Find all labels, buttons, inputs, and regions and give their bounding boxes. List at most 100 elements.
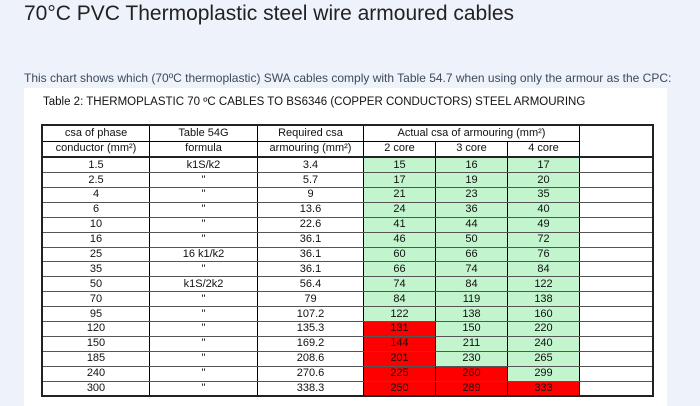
phase-csa-cell: 150 bbox=[41, 335, 150, 352]
required-csa-cell: 270.6 bbox=[257, 365, 364, 382]
phase-csa-cell: 16 bbox=[41, 231, 150, 248]
blank-cell bbox=[579, 365, 654, 382]
formula-cell: " bbox=[149, 261, 258, 278]
armour-csa-cell: 150 bbox=[435, 320, 508, 337]
armour-csa-cell: 84 bbox=[507, 261, 580, 278]
formula-cell: 16 k1/k2 bbox=[149, 246, 258, 263]
phase-csa-cell: 185 bbox=[41, 350, 150, 367]
phase-csa-cell: 240 bbox=[41, 365, 150, 382]
formula-cell: " bbox=[149, 320, 258, 337]
armour-csa-cell: 160 bbox=[507, 306, 580, 322]
blank-cell bbox=[579, 306, 654, 322]
header-formula-2: formula bbox=[149, 140, 258, 158]
table-row: 50 k1S/2k2 56.4 74 84 122 bbox=[41, 276, 654, 293]
phase-csa-cell: 70 bbox=[41, 291, 150, 308]
table-row: 25 16 k1/k2 36.1 60 66 76 bbox=[41, 246, 654, 263]
armour-csa-cell: 20 bbox=[507, 172, 580, 188]
armour-csa-cell: 49 bbox=[507, 216, 580, 233]
formula-cell: " bbox=[149, 291, 258, 308]
armour-csa-cell: 60 bbox=[363, 246, 436, 263]
formula-cell: " bbox=[149, 380, 258, 397]
armour-csa-cell: 225 bbox=[363, 365, 436, 382]
armour-csa-cell: 122 bbox=[507, 276, 580, 293]
armour-csa-cell: 119 bbox=[435, 291, 508, 308]
formula-cell: " bbox=[149, 186, 258, 203]
armour-csa-cell: 40 bbox=[507, 201, 580, 218]
armour-csa-cell: 41 bbox=[363, 216, 436, 233]
formula-cell: " bbox=[149, 306, 258, 322]
required-csa-cell: 338.3 bbox=[257, 380, 364, 397]
table-row: 95 " 107.2 122 138 160 bbox=[41, 306, 654, 322]
armour-csa-cell: 84 bbox=[363, 291, 436, 308]
table-row: 4 " 9 21 23 35 bbox=[41, 186, 654, 203]
required-csa-cell: 36.1 bbox=[257, 231, 364, 248]
blank-cell bbox=[579, 261, 654, 278]
required-csa-cell: 36.1 bbox=[257, 246, 364, 263]
armour-csa-cell: 74 bbox=[363, 276, 436, 293]
formula-cell: " bbox=[149, 335, 258, 352]
armour-csa-cell: 230 bbox=[435, 350, 508, 367]
required-csa-cell: 208.6 bbox=[257, 350, 364, 367]
formula-cell: k1S/2k2 bbox=[149, 276, 258, 293]
blank-cell bbox=[579, 156, 654, 174]
armour-csa-cell: 201 bbox=[363, 350, 436, 367]
table-row: 35 " 36.1 66 74 84 bbox=[41, 261, 654, 278]
required-csa-cell: 169.2 bbox=[257, 335, 364, 352]
armour-csa-cell: 84 bbox=[435, 276, 508, 293]
armour-csa-cell: 122 bbox=[363, 306, 436, 322]
formula-cell: " bbox=[149, 231, 258, 248]
blank-cell bbox=[579, 350, 654, 367]
phase-csa-cell: 300 bbox=[41, 380, 150, 397]
armour-csa-cell: 72 bbox=[507, 231, 580, 248]
formula-cell: " bbox=[149, 172, 258, 188]
armour-csa-cell: 44 bbox=[435, 216, 508, 233]
required-csa-cell: 22.6 bbox=[257, 216, 364, 233]
armour-csa-cell: 46 bbox=[363, 231, 436, 248]
header-phase-2: conductor (mm²) bbox=[41, 140, 150, 158]
header-3-core: 3 core bbox=[435, 140, 508, 158]
phase-csa-cell: 95 bbox=[41, 306, 150, 322]
armour-csa-cell: 35 bbox=[507, 186, 580, 203]
phase-csa-cell: 120 bbox=[41, 320, 150, 337]
blank-cell bbox=[579, 186, 654, 203]
required-csa-cell: 9 bbox=[257, 186, 364, 203]
intro-text: This chart shows which (70ºC thermoplast… bbox=[24, 71, 672, 85]
table-row: 300 " 338.3 250 289 333 bbox=[41, 380, 654, 397]
table-row: 240 " 270.6 225 260 299 bbox=[41, 365, 654, 382]
phase-csa-cell: 25 bbox=[41, 246, 150, 263]
header-actual: Actual csa of armouring (mm²) bbox=[363, 124, 580, 142]
header-formula: Table 54G bbox=[149, 124, 258, 142]
header-required: Required csa bbox=[257, 124, 364, 142]
armour-csa-cell: 333 bbox=[507, 380, 580, 397]
phase-csa-cell: 50 bbox=[41, 276, 150, 293]
table-row: 150 " 169.2 144 211 240 bbox=[41, 335, 654, 352]
armour-csa-cell: 138 bbox=[435, 306, 508, 322]
blank-cell bbox=[579, 276, 654, 293]
armour-csa-cell: 289 bbox=[435, 380, 508, 397]
required-csa-cell: 3.4 bbox=[257, 156, 364, 174]
phase-csa-cell: 6 bbox=[41, 201, 150, 218]
armour-csa-cell: 17 bbox=[507, 156, 580, 174]
armour-csa-cell: 16 bbox=[435, 156, 508, 174]
phase-csa-cell: 4 bbox=[41, 186, 150, 203]
armour-csa-cell: 250 bbox=[363, 380, 436, 397]
phase-csa-cell: 1.5 bbox=[41, 156, 150, 174]
armour-csa-cell: 15 bbox=[363, 156, 436, 174]
required-csa-cell: 5.7 bbox=[257, 172, 364, 188]
armour-csa-cell: 144 bbox=[363, 335, 436, 352]
blank-cell bbox=[579, 380, 654, 397]
phase-csa-cell: 35 bbox=[41, 261, 150, 278]
armour-csa-cell: 74 bbox=[435, 261, 508, 278]
blank-cell bbox=[579, 216, 654, 233]
required-csa-cell: 135.3 bbox=[257, 320, 364, 337]
armour-csa-cell: 240 bbox=[507, 335, 580, 352]
table-row: 120 " 135.3 131 150 220 bbox=[41, 320, 654, 337]
table-row: 16 " 36.1 46 50 72 bbox=[41, 231, 654, 248]
table-row: 70 " 79 84 119 138 bbox=[41, 291, 654, 308]
blank-cell bbox=[579, 172, 654, 188]
blank-cell bbox=[579, 201, 654, 218]
armour-csa-cell: 21 bbox=[363, 186, 436, 203]
armour-csa-cell: 220 bbox=[507, 320, 580, 337]
required-csa-cell: 107.2 bbox=[257, 306, 364, 322]
blank-cell bbox=[579, 291, 654, 308]
